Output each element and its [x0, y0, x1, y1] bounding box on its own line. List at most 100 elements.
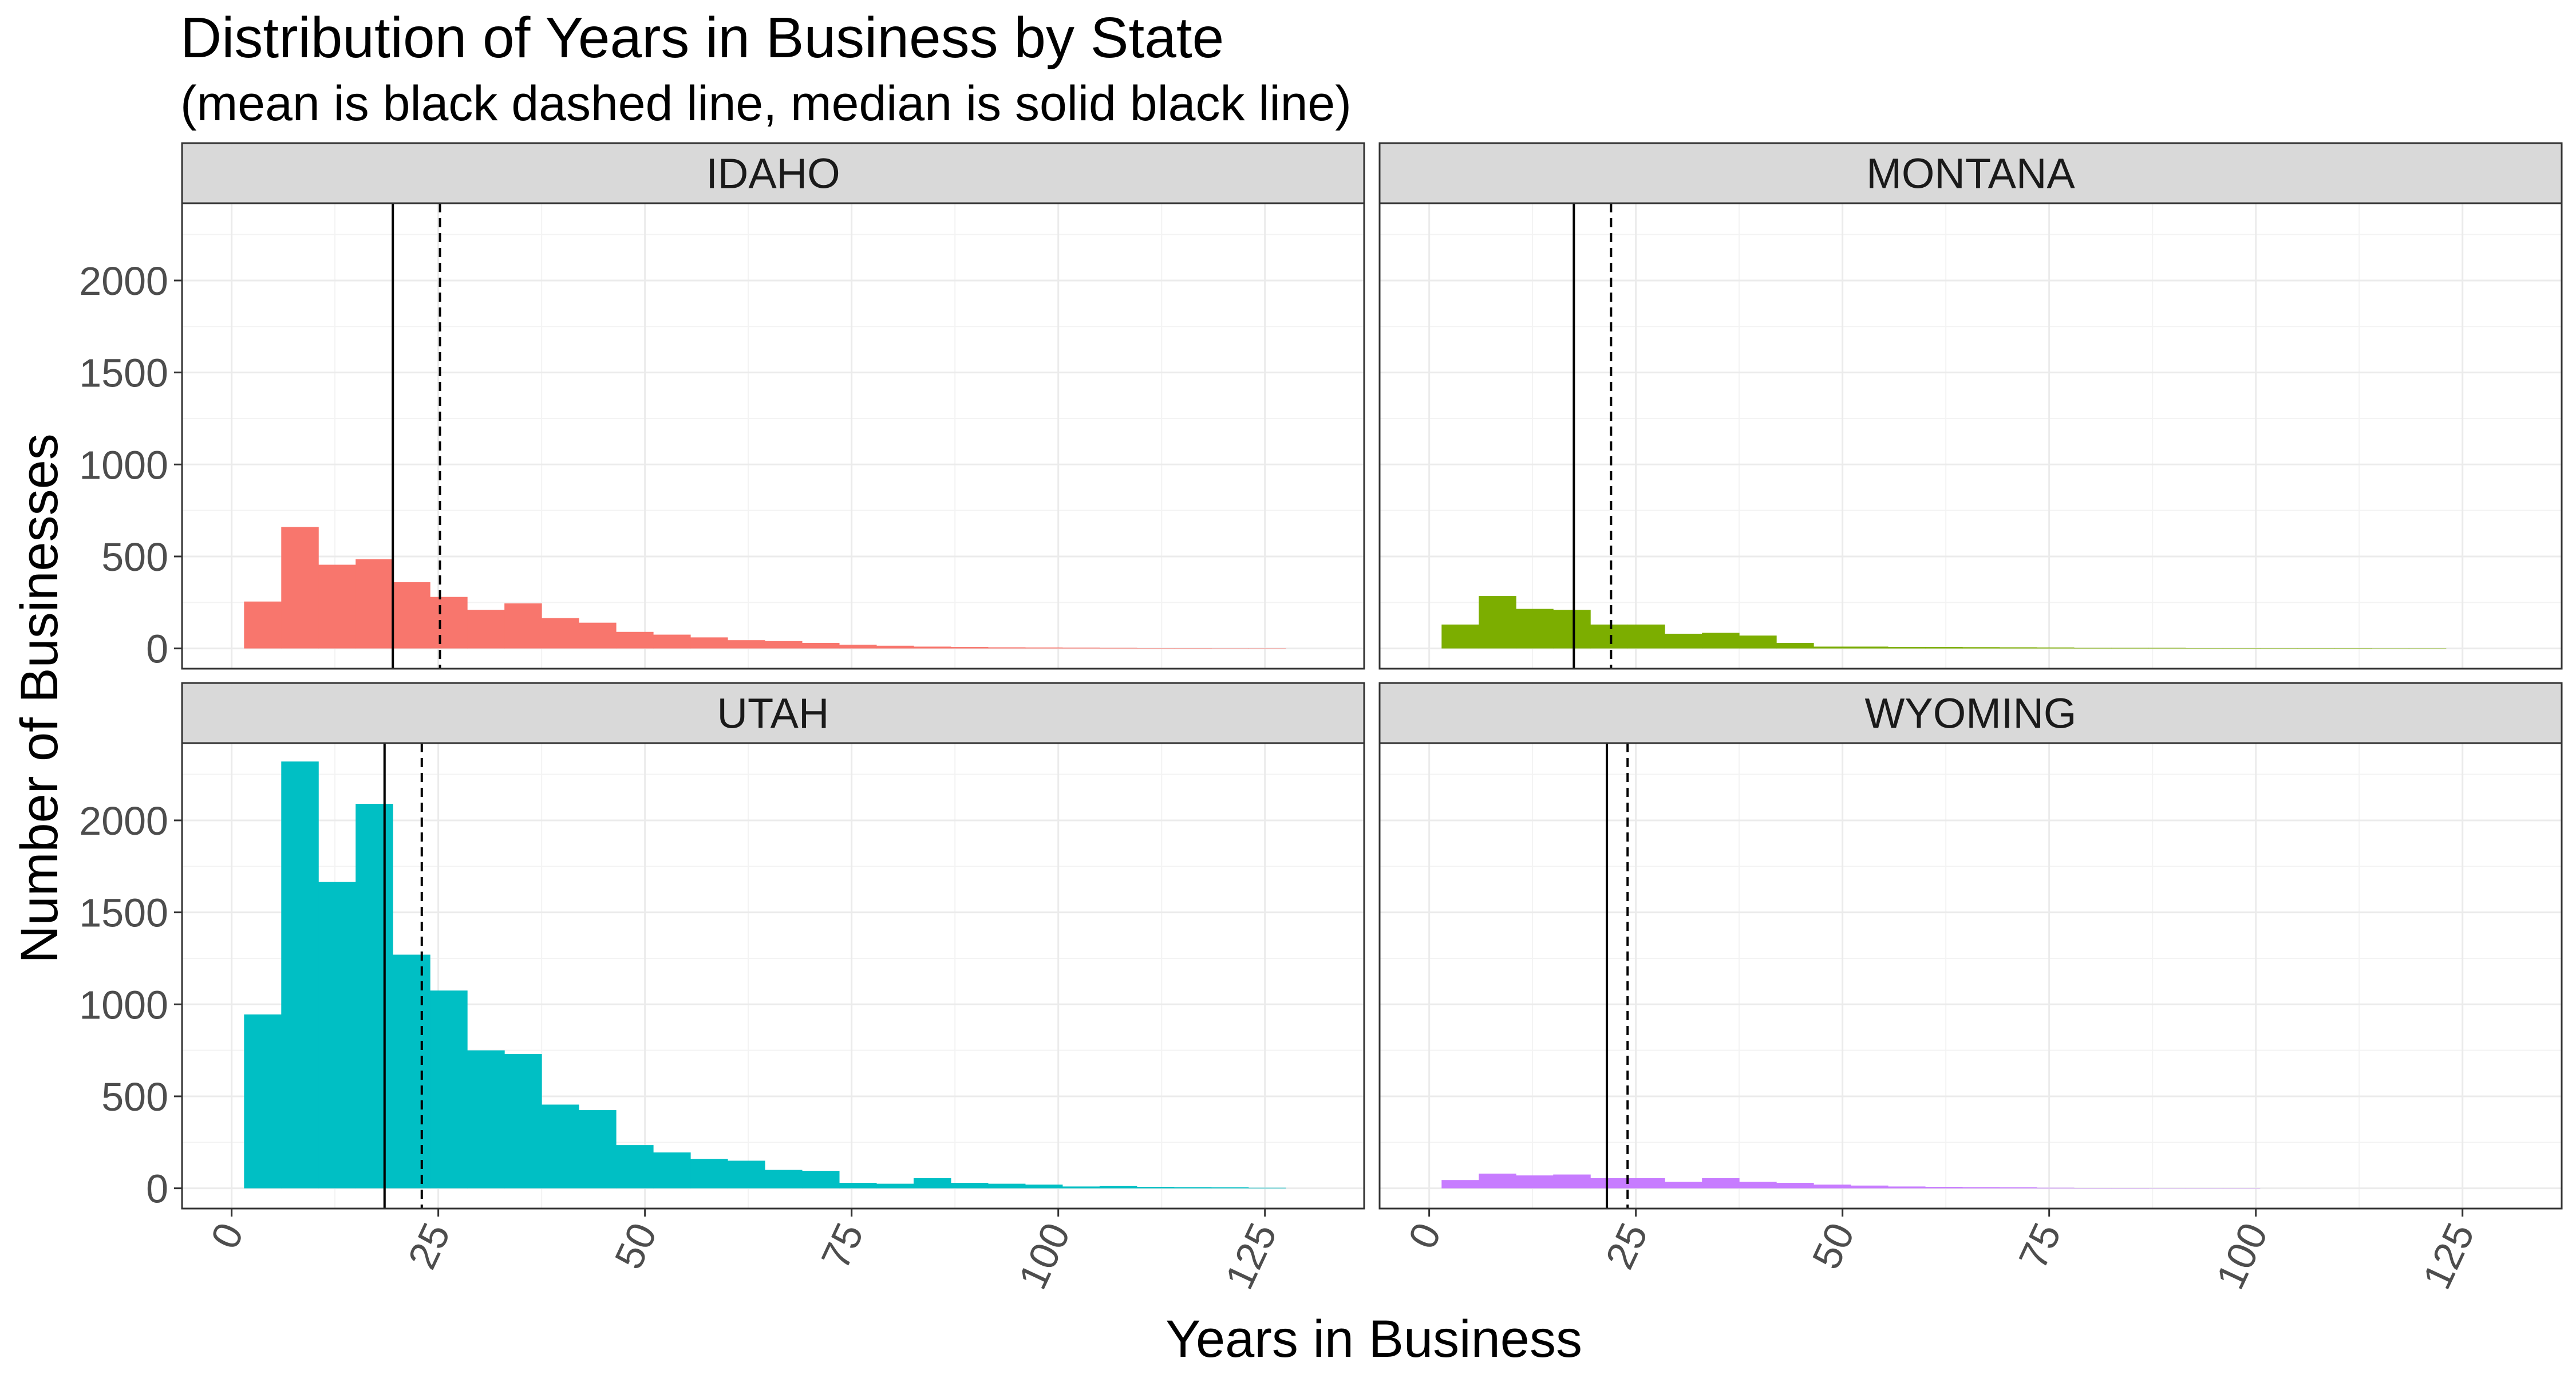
bar: [987, 1183, 1026, 1189]
bar: [504, 1054, 542, 1189]
bar: [802, 643, 840, 649]
bar: [616, 1145, 654, 1189]
bar: [1888, 1186, 1926, 1189]
bar: [2371, 648, 2409, 649]
bar: [318, 882, 356, 1189]
bar: [1062, 1186, 1100, 1189]
bar: [2074, 647, 2112, 649]
bar: [281, 527, 319, 649]
bar: [1136, 648, 1175, 649]
x-tick-label: 100: [1010, 1216, 1078, 1296]
bar: [1739, 635, 1777, 649]
bar: [839, 1183, 877, 1189]
bar: [1665, 1182, 1702, 1189]
y-tick-label: 500: [101, 535, 168, 579]
y-tick-label: 500: [101, 1075, 168, 1119]
bar: [1776, 643, 1814, 649]
bar: [2222, 648, 2261, 649]
x-tick-label: 50: [606, 1216, 666, 1276]
bar: [542, 1104, 579, 1189]
bar: [2222, 1188, 2261, 1189]
bar: [653, 1152, 691, 1189]
bar: [1174, 648, 1212, 649]
bar: [579, 622, 617, 649]
bar: [1851, 1185, 1888, 1189]
bar: [913, 646, 951, 649]
y-tick-label: 2000: [79, 259, 168, 303]
bar: [802, 1171, 840, 1189]
bar: [1174, 1187, 1212, 1189]
bar: [2408, 648, 2447, 649]
bar: [1814, 1185, 1851, 1189]
bar: [2037, 1187, 2075, 1189]
bar: [1925, 1187, 1963, 1189]
x-tick-label: 75: [813, 1216, 872, 1276]
bar: [355, 559, 393, 649]
panel-background: [1380, 743, 2562, 1209]
bar: [690, 1159, 728, 1189]
y-tick-label: 1500: [79, 351, 168, 396]
bars-idaho: [244, 527, 1286, 649]
bar: [2185, 648, 2223, 649]
bar: [1441, 624, 1479, 649]
bar: [2148, 647, 2186, 649]
bar: [728, 640, 765, 649]
bar: [1441, 1180, 1479, 1189]
bar: [1099, 647, 1137, 649]
bar: [1962, 1187, 2000, 1189]
strip-label: MONTANA: [1866, 150, 2075, 198]
x-tick-label: 25: [400, 1216, 459, 1276]
bar: [1479, 596, 1516, 649]
bar: [1739, 1182, 1777, 1189]
bar: [2000, 647, 2037, 649]
x-tick-label: 50: [1804, 1216, 1863, 1276]
strip-background: [1378, 142, 2563, 204]
bar: [1136, 1187, 1175, 1189]
strip-label: WYOMING: [1865, 690, 2077, 737]
bar: [504, 603, 542, 649]
bar: [1814, 646, 1851, 649]
panel-wyoming: WYOMING 0 25 50 75 100 125: [1378, 682, 2563, 1296]
bar: [2111, 1188, 2149, 1189]
bar: [913, 1178, 951, 1189]
bar: [1702, 1178, 1740, 1189]
bar: [355, 804, 393, 1189]
bar: [2259, 648, 2298, 649]
bar: [653, 634, 691, 649]
bar: [467, 610, 505, 649]
y-tick-label: 1500: [79, 891, 168, 935]
bar: [2297, 648, 2335, 649]
bar: [1516, 1175, 1554, 1189]
x-tick-label: 125: [2414, 1216, 2483, 1296]
bar: [244, 1014, 282, 1189]
bar: [1888, 647, 1926, 649]
bar: [430, 597, 468, 649]
bar: [1062, 647, 1100, 649]
bar: [1776, 1183, 1814, 1189]
bar: [542, 618, 579, 649]
bar: [1025, 1185, 1063, 1189]
bars-wyoming: [1441, 1173, 2261, 1189]
chart-title: Distribution of Years in Business by Sta…: [180, 6, 1224, 70]
strip-background: [1378, 682, 2563, 744]
bar: [467, 1050, 505, 1189]
bar: [876, 1183, 914, 1189]
bar: [393, 954, 430, 1189]
panel-utah: UTAH 0 500 1000 1500 2000 0 25 50 75 100 125: [79, 682, 1365, 1296]
strip-background: [181, 682, 1365, 744]
bar: [1627, 1178, 1665, 1189]
bar: [579, 1110, 617, 1189]
y-tick-label: 0: [146, 1167, 168, 1211]
bar: [1211, 1187, 1249, 1189]
bar: [1025, 647, 1063, 649]
panel-idaho: IDAHO 0 500 1000 1500 2000: [79, 142, 1365, 672]
bar: [1248, 1187, 1286, 1189]
bar: [430, 990, 468, 1189]
x-tick-label: 75: [2010, 1216, 2070, 1276]
bar: [2148, 1188, 2186, 1189]
x-tick-label: 0: [1400, 1216, 1449, 1255]
x-tick-label: 100: [2207, 1216, 2276, 1296]
x-tick-label: 25: [1597, 1216, 1657, 1276]
strip-background: [181, 142, 1365, 204]
bar: [1590, 624, 1628, 649]
